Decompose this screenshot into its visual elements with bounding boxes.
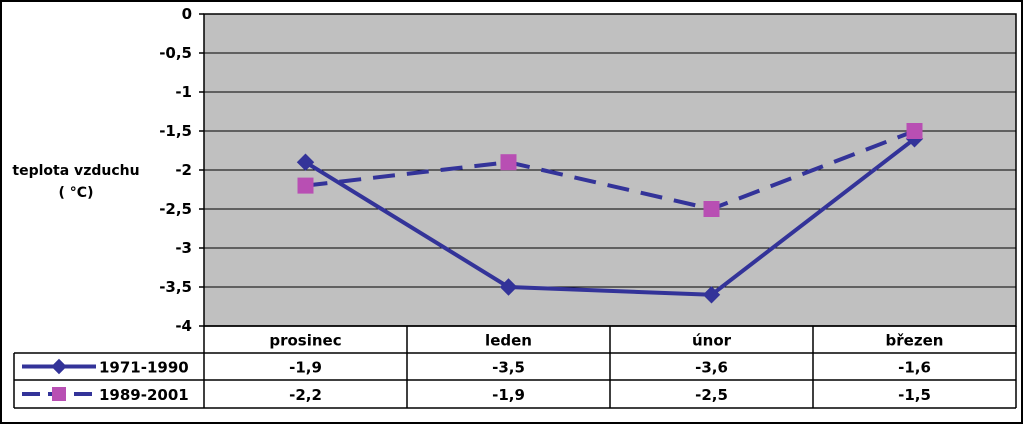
category-label: leden bbox=[485, 332, 532, 350]
y-axis-ticks: 0 -0,5 -1 -1,5 -2 -2,5 -3 -3,5 -4 bbox=[159, 5, 204, 335]
y-tick-label: -3,5 bbox=[159, 278, 192, 296]
data-table-value: -1,5 bbox=[898, 386, 931, 404]
data-point-square bbox=[703, 201, 720, 217]
y-tick-label: 0 bbox=[182, 5, 192, 23]
y-tick-label: -3 bbox=[175, 239, 192, 257]
data-point-square bbox=[297, 177, 314, 194]
series-layer bbox=[296, 123, 924, 304]
y-axis-label-line-1: teplota vzduchu bbox=[12, 163, 139, 179]
series-line bbox=[304, 137, 916, 297]
y-tick-label: -2 bbox=[175, 161, 192, 179]
legend-diamond-marker bbox=[51, 358, 67, 375]
y-tick-label: -4 bbox=[175, 317, 192, 335]
legend-key-1971-1990 bbox=[22, 358, 96, 375]
y-axis-label-line-2: ( °C) bbox=[59, 185, 94, 201]
y-tick-label: -2,5 bbox=[159, 200, 192, 218]
legend-label: 1989-2001 bbox=[99, 386, 189, 404]
data-point-square bbox=[906, 123, 923, 139]
category-label: prosinec bbox=[269, 332, 341, 350]
legend-label: 1971-1990 bbox=[99, 359, 189, 377]
data-point-diamond bbox=[499, 278, 518, 296]
category-label: březen bbox=[886, 332, 944, 350]
data-table-value: -3,6 bbox=[695, 359, 728, 377]
data-table-value: -1,9 bbox=[492, 386, 525, 404]
data-table: prosinec leden únor březen 1971-1990 -1,9 -3,5… bbox=[13, 325, 1017, 409]
y-tick-label: -0,5 bbox=[159, 44, 192, 62]
y-tick-label: -1,5 bbox=[159, 122, 192, 140]
y-tick-label: -1 bbox=[175, 83, 192, 101]
legend-key-1989-2001 bbox=[22, 387, 96, 401]
legend-square-marker bbox=[52, 387, 66, 401]
data-table-value: -2,2 bbox=[289, 386, 322, 404]
data-point-diamond bbox=[702, 286, 721, 304]
series-line bbox=[305, 129, 916, 211]
category-label: únor bbox=[692, 332, 732, 350]
data-table-value: -2,5 bbox=[695, 386, 728, 404]
data-point-square bbox=[500, 154, 517, 171]
data-table-value: -3,5 bbox=[492, 359, 525, 377]
data-table-value: -1,9 bbox=[289, 359, 322, 377]
data-point-diamond bbox=[296, 153, 315, 171]
series-1989-2001 bbox=[297, 123, 923, 217]
data-table-value: -1,6 bbox=[898, 359, 931, 377]
